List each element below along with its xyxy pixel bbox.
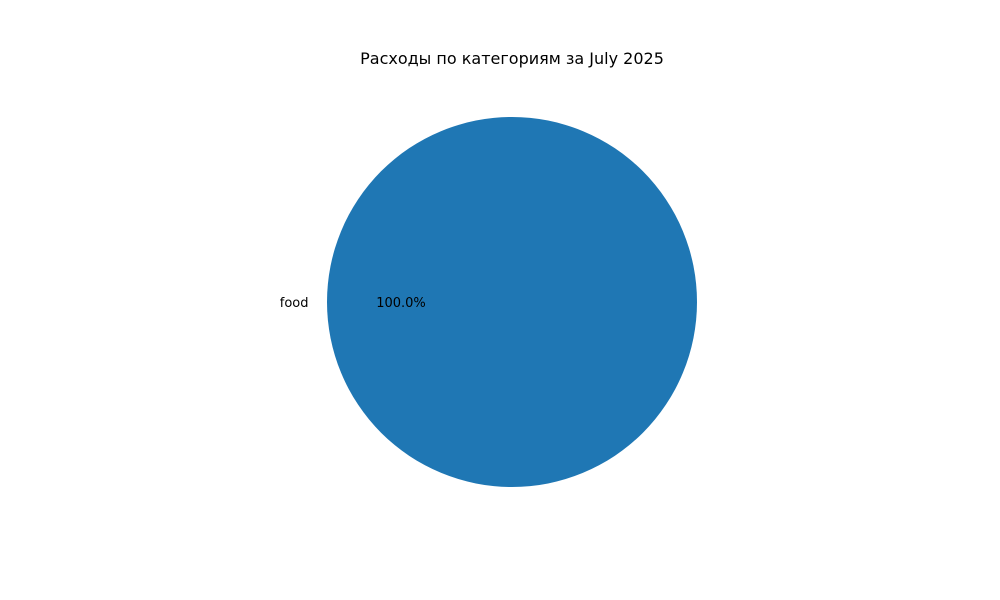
slice-label-food: food <box>280 296 309 311</box>
slice-percent-food: 100.0% <box>376 296 426 311</box>
pie-slice-food <box>327 117 697 487</box>
pie-chart: food 100.0% <box>280 117 697 487</box>
chart-title: Расходы по категориям за July 2025 <box>360 49 664 68</box>
